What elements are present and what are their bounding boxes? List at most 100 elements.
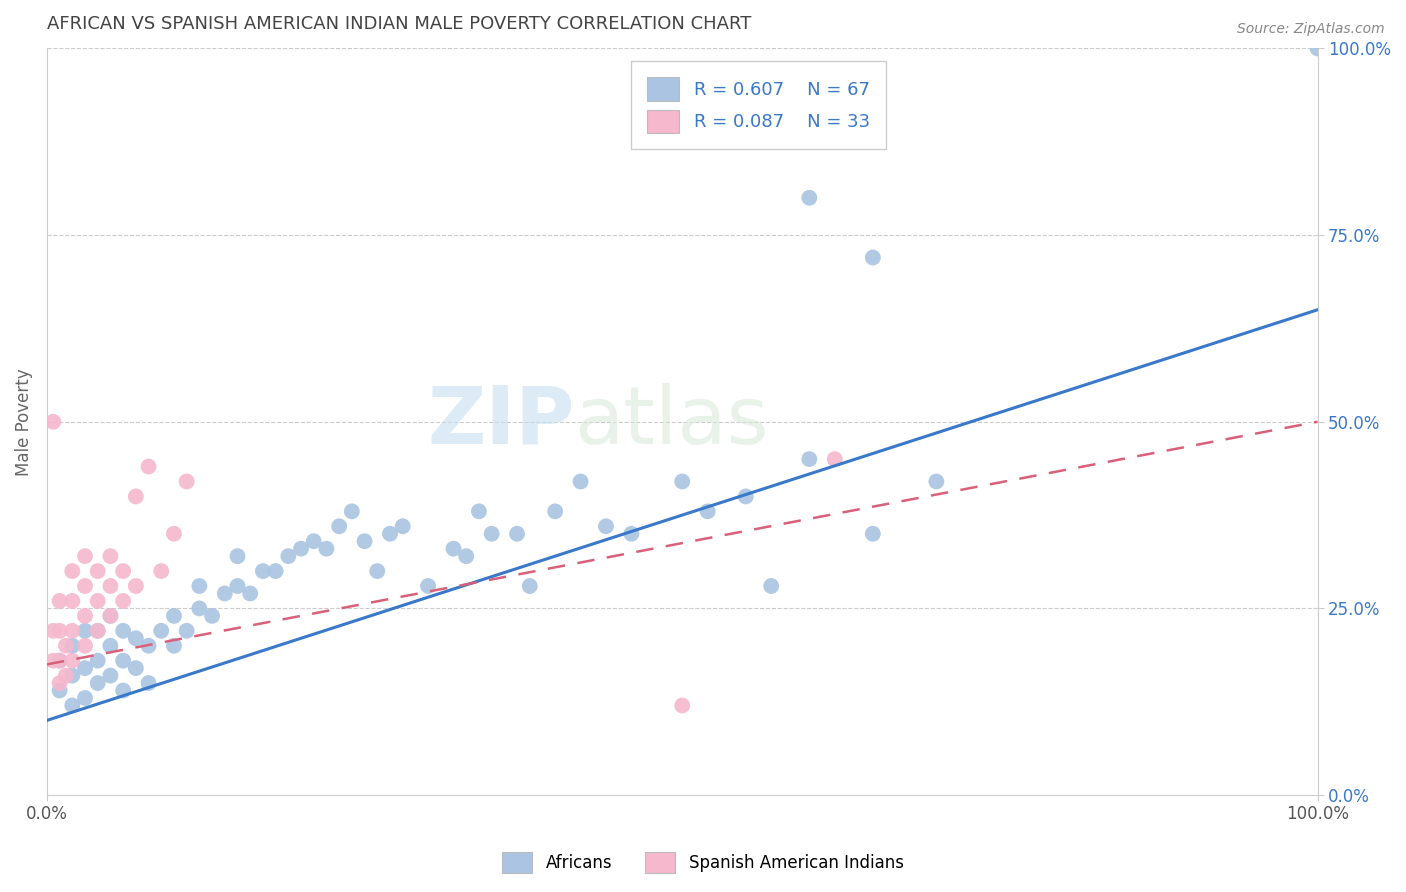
Point bbox=[163, 608, 186, 623]
Y-axis label: Male Poverty: Male Poverty bbox=[15, 368, 32, 475]
Point bbox=[506, 526, 529, 541]
Point bbox=[862, 251, 884, 265]
Point bbox=[163, 639, 186, 653]
Point bbox=[620, 526, 643, 541]
Point bbox=[86, 594, 108, 608]
Point bbox=[340, 504, 363, 518]
Point bbox=[100, 608, 122, 623]
Point bbox=[277, 549, 299, 563]
Point bbox=[60, 594, 83, 608]
Point bbox=[671, 698, 693, 713]
Point bbox=[481, 526, 503, 541]
Point bbox=[60, 668, 83, 682]
Point bbox=[73, 661, 96, 675]
Point bbox=[100, 608, 122, 623]
Point bbox=[73, 549, 96, 563]
Text: atlas: atlas bbox=[574, 383, 769, 461]
Point bbox=[73, 624, 96, 638]
Point bbox=[138, 459, 160, 474]
Point bbox=[73, 691, 96, 706]
Point bbox=[42, 654, 65, 668]
Point bbox=[252, 564, 274, 578]
Point bbox=[264, 564, 287, 578]
Legend: Africans, Spanish American Indians: Africans, Spanish American Indians bbox=[495, 846, 911, 880]
Point bbox=[125, 490, 148, 504]
Point bbox=[60, 639, 83, 653]
Point bbox=[60, 624, 83, 638]
Point bbox=[456, 549, 478, 563]
Point bbox=[443, 541, 465, 556]
Point bbox=[226, 549, 249, 563]
Point bbox=[112, 683, 135, 698]
Point bbox=[378, 526, 401, 541]
Point bbox=[60, 564, 83, 578]
Point bbox=[188, 601, 211, 615]
Point bbox=[176, 624, 198, 638]
Point bbox=[125, 579, 148, 593]
Point bbox=[239, 586, 262, 600]
Point bbox=[48, 594, 70, 608]
Point bbox=[125, 632, 148, 646]
Point bbox=[73, 608, 96, 623]
Point bbox=[112, 564, 135, 578]
Text: ZIP: ZIP bbox=[427, 383, 574, 461]
Point bbox=[86, 654, 108, 668]
Point bbox=[48, 654, 70, 668]
Point bbox=[55, 668, 77, 682]
Point bbox=[112, 654, 135, 668]
Point bbox=[302, 534, 325, 549]
Point bbox=[862, 526, 884, 541]
Point bbox=[48, 624, 70, 638]
Point bbox=[100, 549, 122, 563]
Point bbox=[150, 564, 173, 578]
Point bbox=[86, 676, 108, 690]
Point bbox=[112, 594, 135, 608]
Point bbox=[60, 654, 83, 668]
Point bbox=[163, 526, 186, 541]
Point bbox=[42, 415, 65, 429]
Point bbox=[73, 579, 96, 593]
Point bbox=[468, 504, 491, 518]
Point bbox=[595, 519, 617, 533]
Legend: R = 0.607    N = 67, R = 0.087    N = 33: R = 0.607 N = 67, R = 0.087 N = 33 bbox=[631, 62, 886, 149]
Point bbox=[759, 579, 782, 593]
Point bbox=[188, 579, 211, 593]
Point bbox=[42, 624, 65, 638]
Point bbox=[73, 639, 96, 653]
Point bbox=[226, 579, 249, 593]
Point bbox=[176, 475, 198, 489]
Point bbox=[1306, 41, 1329, 55]
Point bbox=[138, 639, 160, 653]
Point bbox=[519, 579, 541, 593]
Point bbox=[569, 475, 592, 489]
Point bbox=[544, 504, 567, 518]
Point bbox=[201, 608, 224, 623]
Point bbox=[328, 519, 350, 533]
Point bbox=[799, 452, 821, 467]
Point bbox=[100, 668, 122, 682]
Point bbox=[100, 579, 122, 593]
Point bbox=[60, 698, 83, 713]
Text: Source: ZipAtlas.com: Source: ZipAtlas.com bbox=[1237, 22, 1385, 37]
Point bbox=[366, 564, 388, 578]
Point bbox=[696, 504, 718, 518]
Point bbox=[799, 191, 821, 205]
Point bbox=[48, 683, 70, 698]
Point bbox=[734, 490, 756, 504]
Point bbox=[824, 452, 846, 467]
Point bbox=[150, 624, 173, 638]
Point bbox=[86, 624, 108, 638]
Point bbox=[55, 639, 77, 653]
Point bbox=[100, 639, 122, 653]
Point bbox=[48, 676, 70, 690]
Point bbox=[391, 519, 413, 533]
Point bbox=[671, 475, 693, 489]
Text: AFRICAN VS SPANISH AMERICAN INDIAN MALE POVERTY CORRELATION CHART: AFRICAN VS SPANISH AMERICAN INDIAN MALE … bbox=[46, 15, 751, 33]
Point bbox=[112, 624, 135, 638]
Point bbox=[353, 534, 375, 549]
Point bbox=[214, 586, 236, 600]
Point bbox=[86, 624, 108, 638]
Point bbox=[48, 654, 70, 668]
Point bbox=[416, 579, 439, 593]
Point bbox=[315, 541, 337, 556]
